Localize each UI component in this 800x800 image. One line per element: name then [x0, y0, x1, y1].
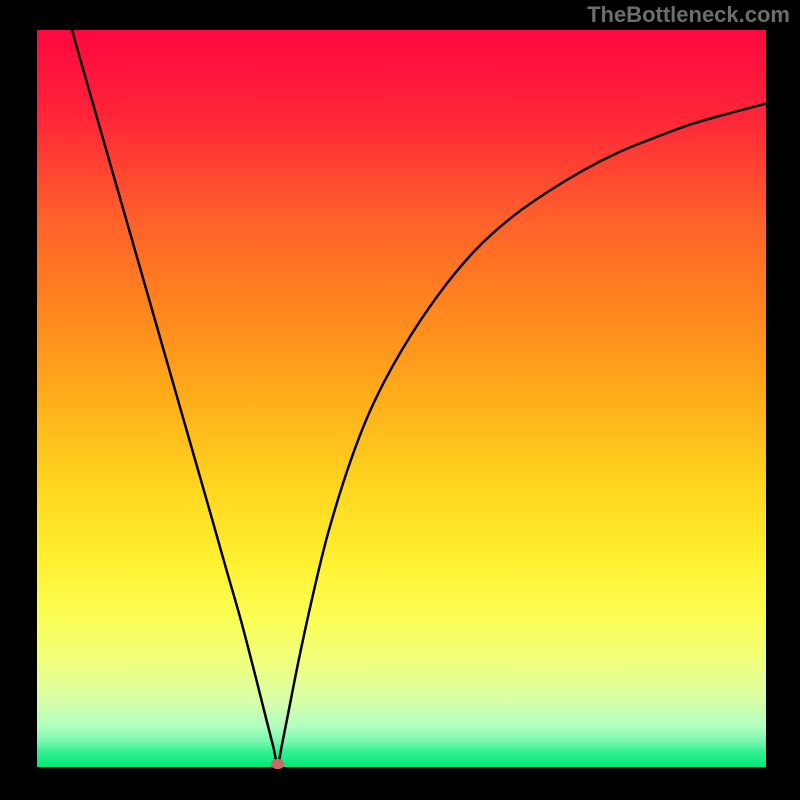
chart-svg — [0, 0, 800, 800]
optimal-point-marker — [271, 759, 285, 769]
plot-area — [37, 30, 766, 767]
watermark-text: TheBottleneck.com — [587, 2, 790, 28]
bottleneck-chart: TheBottleneck.com — [0, 0, 800, 800]
